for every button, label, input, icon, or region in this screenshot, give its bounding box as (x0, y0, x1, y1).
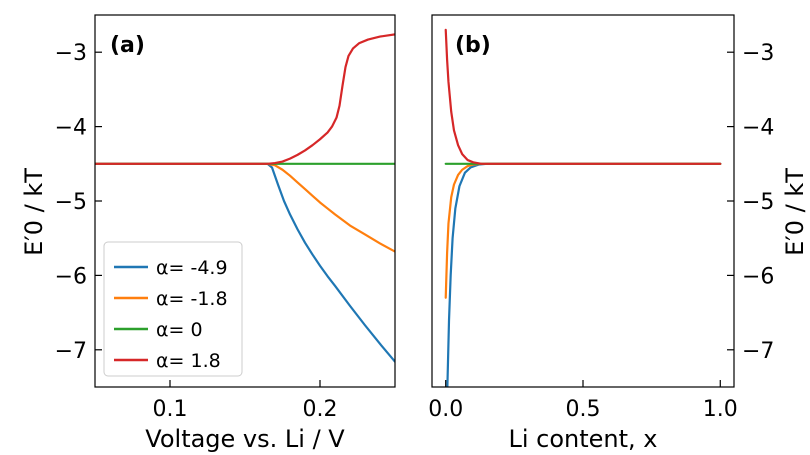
panel-b-y-tick-label-4: −6 (742, 264, 774, 289)
legend-label-2: α= -1.8 (156, 288, 228, 310)
panel-b-y-tick-label-3: −5 (742, 190, 774, 215)
panel-a-x-tick-label-1: 0.1 (153, 397, 188, 422)
panel-b-series-1-line (446, 162, 722, 387)
panel-a-y-tick-label-1: −3 (55, 41, 87, 66)
panel-b-series-4-line (444, 28, 722, 165)
panel-b-y-tick-label-5: −7 (742, 339, 774, 364)
panel-a: 0.1 0.2−3−4−5−6−7 (a) Voltage vs. Li / V … (55, 14, 396, 453)
panel-a-y-tick-label-3: −5 (55, 190, 87, 215)
legend-label-4: α= 1.8 (156, 350, 221, 372)
panel-a-series-2-line (95, 162, 395, 253)
panel-b-ticks: 0.0 0.5 1.0 −3 −4 −5 −6 −7 (428, 41, 774, 422)
panel-b-series-2-line (444, 162, 722, 299)
panel-a-y-tick-label-2: −4 (55, 116, 87, 141)
panel-b-x-axis-title: Li content, x (508, 425, 657, 453)
panel-b-y-tick-label-1: −3 (742, 41, 774, 66)
legend-entries: α= -4.9 α= -1.8 α= 0 α= 1.8 (114, 257, 228, 372)
legend-label-1: α= -4.9 (156, 257, 228, 279)
panel-b-label: (b) (455, 33, 491, 58)
panel-b-x-tick-label-2: 0.5 (566, 397, 601, 422)
panel-b-x-axis-title-text: Li content, x (508, 425, 657, 453)
legend-box (103, 241, 243, 377)
y-axis-title-right-text: E′0 / kT (781, 168, 809, 256)
panel-b: 0.0 0.5 1.0 −3 −4 −5 −6 −7 (b) Li content, x (428, 14, 774, 453)
panel-a-series-4-line (95, 33, 395, 165)
legend: α= -4.9 α= -1.8 α= 0 α= 1.8 (103, 241, 243, 377)
panel-b-y-tick-label-2: −4 (742, 116, 774, 141)
y-axis-title-left-text: E′0 / kT (20, 168, 48, 256)
panel-a-x-tick-label-2: 0.2 (303, 397, 338, 422)
panel-b-series (444, 28, 722, 387)
panel-a-x-axis-title: Voltage vs. Li / V (145, 425, 345, 453)
y-axis-title-left: E′0 / kT (20, 168, 48, 256)
panel-b-frame (431, 14, 735, 388)
y-axis-title-right: E′0 / kT (781, 168, 809, 256)
panel-a-label: (a) (110, 33, 145, 58)
panel-a-y-tick-label-5: −7 (55, 339, 87, 364)
panel-b-x-tick-label-3: 1.0 (703, 397, 738, 422)
panel-a-ticks: 0.1 0.2 −3 −4 −5 −6 −7 (55, 41, 338, 422)
panel-a-series (95, 33, 395, 363)
panel-b-x-tick-label-1: 0.0 (428, 397, 463, 422)
legend-label-3: α= 0 (156, 319, 203, 341)
panel-a-y-tick-label-4: −6 (55, 264, 87, 289)
panel-a-series-1-line (95, 162, 395, 363)
